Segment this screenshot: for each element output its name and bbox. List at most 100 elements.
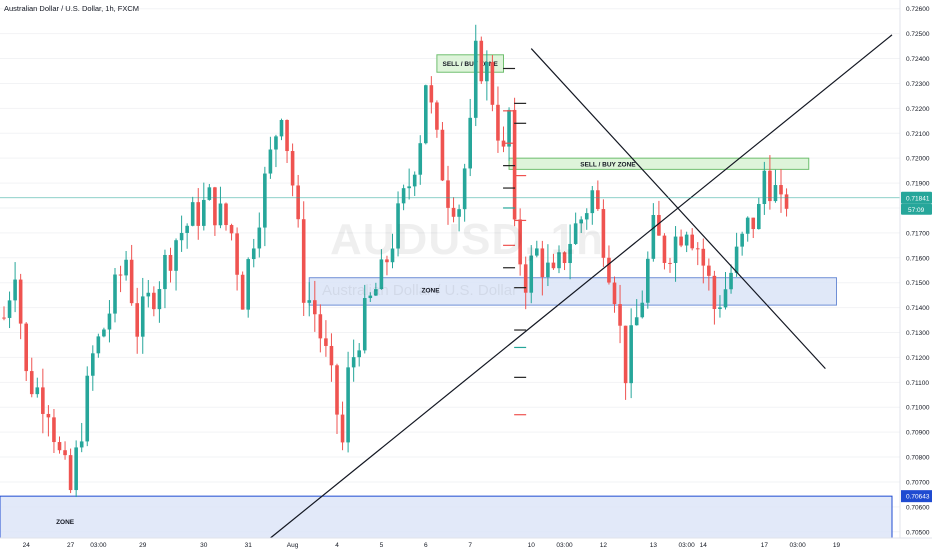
candle	[218, 203, 223, 226]
candle	[607, 257, 611, 283]
candle	[740, 233, 744, 247]
candle	[135, 303, 139, 337]
drawings[interactable]	[0, 34, 900, 539]
candle	[412, 174, 417, 187]
candle	[263, 173, 267, 228]
watermark-description: Australian Dollar / U.S. Dollar	[322, 282, 518, 299]
candle	[385, 259, 389, 263]
zone-rect[interactable]	[508, 157, 810, 170]
time-tick-label: 17	[761, 542, 769, 549]
candle	[457, 209, 461, 217]
candle	[390, 248, 395, 263]
candle	[140, 296, 145, 337]
candle	[407, 186, 411, 189]
candle	[362, 298, 367, 351]
time-tick-label: 03:00	[556, 542, 573, 549]
price-tick-label: 0.72400	[906, 56, 930, 63]
candle	[496, 104, 500, 141]
countdown-label: 57:09	[908, 207, 925, 214]
zone-label: SELL / BUY ZONE	[443, 61, 499, 68]
candle	[168, 254, 173, 271]
candle	[529, 255, 534, 293]
candle	[35, 387, 40, 395]
candle	[379, 259, 384, 290]
candle	[779, 185, 783, 195]
candle	[773, 185, 778, 202]
time-tick-label: 6	[424, 542, 428, 549]
candle	[651, 214, 656, 259]
time-tick-label: 19	[833, 542, 841, 549]
candle	[684, 234, 689, 246]
candle	[468, 117, 472, 169]
price-tick-label: 0.72000	[906, 156, 930, 163]
candle	[546, 262, 550, 278]
candle	[540, 248, 545, 278]
time-tick-label: 03:00	[790, 542, 807, 549]
time-tick-label: 5	[380, 542, 384, 549]
candle	[96, 336, 101, 354]
zone-rect[interactable]	[0, 495, 893, 539]
price-tick-label: 0.71900	[906, 181, 930, 188]
candle	[734, 246, 739, 273]
candle	[279, 119, 284, 137]
candle	[152, 292, 156, 310]
candle	[118, 274, 123, 276]
candle	[784, 194, 789, 209]
candle	[745, 217, 750, 234]
candle	[2, 317, 6, 319]
candle	[518, 219, 522, 265]
time-tick-label: 4	[335, 542, 339, 549]
candle	[57, 442, 62, 451]
price-tick-label: 0.70600	[906, 504, 930, 511]
candle	[229, 225, 234, 234]
candle	[612, 282, 617, 305]
price-tick-label: 0.72300	[906, 81, 930, 88]
candle	[757, 203, 761, 230]
candle	[662, 235, 667, 263]
candle	[429, 85, 434, 103]
candle	[185, 225, 189, 233]
price-tick-label: 0.71100	[906, 380, 929, 387]
time-tick-label: 14	[700, 542, 708, 549]
price-tick-label: 0.72600	[906, 6, 930, 13]
candle	[202, 199, 206, 226]
trendline[interactable]	[270, 34, 893, 539]
candle	[751, 217, 756, 230]
time-tick-label: Aug	[287, 542, 299, 549]
candle	[374, 289, 378, 296]
candle	[346, 367, 350, 443]
trendline[interactable]	[530, 48, 826, 370]
candle	[124, 259, 128, 276]
candle	[63, 450, 67, 456]
zone-rect[interactable]	[308, 277, 837, 306]
candle	[590, 190, 595, 214]
grid	[0, 8, 900, 533]
candle	[329, 345, 334, 366]
price-tick-label: 0.71500	[906, 280, 930, 287]
candle	[163, 254, 167, 290]
candle	[673, 236, 678, 264]
candle	[401, 188, 406, 204]
candle	[551, 262, 556, 269]
price-axis[interactable]: 0.72600 0.72500 0.72400 0.72300 0.72200 0.721…	[899, 0, 932, 550]
candle	[68, 455, 73, 491]
candle	[29, 371, 34, 395]
price-tick-label: 0.72100	[906, 131, 930, 138]
price-tick-label: 0.71700	[906, 230, 930, 237]
candle	[657, 214, 661, 236]
time-axis[interactable]: 24 27 03:00 29 30 31 Aug 4 5 6 7 10 03:00 12 13 03:00 14…	[0, 537, 932, 550]
candle	[707, 265, 711, 276]
candle	[629, 325, 633, 384]
candle	[523, 264, 528, 293]
candle	[646, 258, 650, 303]
candle	[324, 338, 328, 346]
price-tick-label: 0.72200	[906, 106, 930, 113]
candle	[451, 207, 456, 217]
time-tick-label: 27	[67, 542, 75, 549]
candle	[601, 209, 606, 258]
candle	[213, 187, 217, 226]
candle	[24, 323, 28, 372]
candle	[762, 170, 767, 204]
candle	[224, 203, 228, 226]
